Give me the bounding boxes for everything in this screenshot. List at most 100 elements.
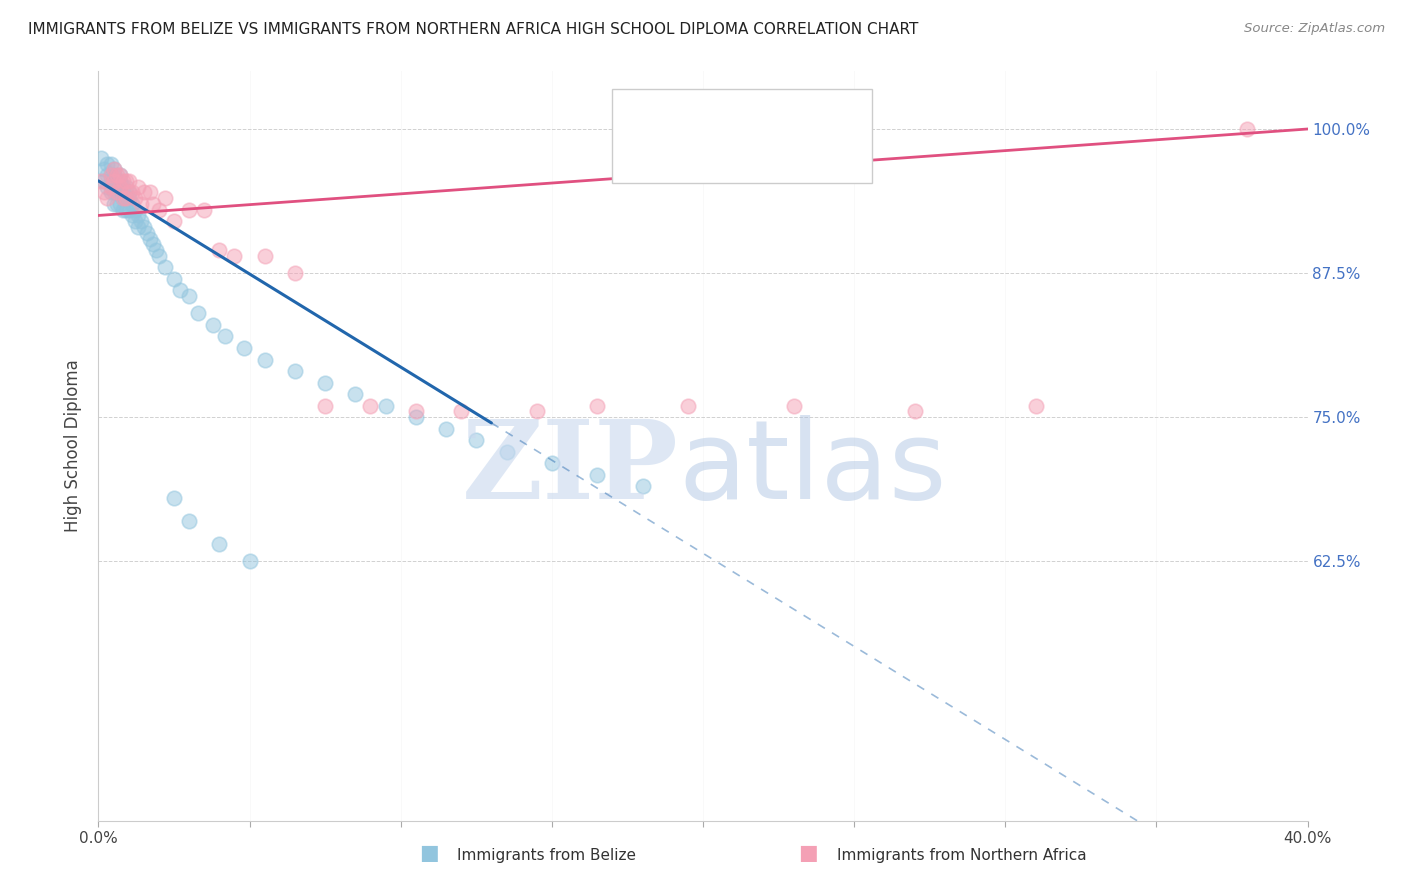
Point [96, 179, 118, 194]
Point [108, 179, 131, 194]
Point [100, 156, 122, 170]
Text: IMMIGRANTS FROM BELIZE VS IMMIGRANTS FROM NORTHERN AFRICA HIGH SCHOOL DIPLOMA CO: IMMIGRANTS FROM BELIZE VS IMMIGRANTS FRO… [28, 22, 918, 37]
Text: ZIP: ZIP [463, 415, 679, 522]
Point [142, 197, 165, 211]
Point [253, 352, 276, 367]
Point [586, 399, 609, 413]
Point [631, 479, 654, 493]
Point [105, 197, 128, 211]
Point [108, 168, 131, 182]
Point [114, 179, 136, 194]
Point [450, 404, 472, 418]
Point [105, 186, 128, 200]
Point [139, 231, 162, 245]
Point [904, 404, 927, 418]
Text: R =: R = [683, 107, 718, 125]
Point [121, 209, 143, 223]
Point [103, 186, 125, 200]
Point [153, 191, 176, 205]
Point [783, 399, 806, 413]
Text: 0.294: 0.294 [727, 146, 775, 164]
Point [202, 318, 225, 332]
Point [103, 197, 125, 211]
Point [179, 289, 201, 303]
Point [360, 399, 382, 413]
Point [148, 249, 170, 263]
Point [142, 237, 165, 252]
Point [540, 456, 562, 470]
Point [163, 491, 186, 505]
Point [239, 554, 262, 568]
Point [208, 537, 231, 551]
Point [465, 434, 488, 448]
Text: N =: N = [776, 146, 824, 164]
Point [132, 186, 155, 200]
Point [208, 243, 231, 257]
Point [129, 214, 152, 228]
Point [90, 151, 112, 165]
Point [132, 219, 155, 234]
Point [96, 191, 118, 205]
Point [114, 174, 136, 188]
Point [100, 174, 122, 188]
Point [1236, 122, 1258, 136]
Point [148, 202, 170, 217]
Point [118, 186, 141, 200]
Point [169, 284, 191, 298]
Point [145, 243, 167, 257]
Point [179, 202, 201, 217]
Point [111, 202, 134, 217]
Point [93, 162, 115, 177]
Point [121, 197, 143, 211]
Point [214, 329, 236, 343]
Point [90, 174, 112, 188]
Point [103, 162, 125, 177]
Point [100, 168, 122, 182]
Text: Source: ZipAtlas.com: Source: ZipAtlas.com [1244, 22, 1385, 36]
Point [224, 249, 246, 263]
Text: -0.250: -0.250 [727, 107, 780, 125]
Point [232, 341, 254, 355]
Point [405, 410, 427, 425]
Point [108, 186, 131, 200]
Point [103, 162, 125, 177]
Point [495, 444, 517, 458]
Point [108, 174, 131, 188]
Point [127, 179, 149, 194]
Point [434, 422, 457, 436]
Point [105, 186, 128, 200]
Point [108, 168, 131, 182]
Point [111, 191, 134, 205]
Point [105, 168, 128, 182]
Point [103, 168, 125, 182]
Point [103, 174, 125, 188]
Point [118, 191, 141, 205]
Point [135, 226, 157, 240]
Point [586, 467, 609, 482]
Point [118, 174, 141, 188]
Point [344, 387, 367, 401]
Bar [624, 100, 668, 132]
Point [111, 179, 134, 194]
Point [124, 202, 146, 217]
Point [124, 214, 146, 228]
Point [405, 404, 427, 418]
Point [1024, 399, 1046, 413]
Point [139, 186, 162, 200]
Text: R =: R = [683, 146, 724, 164]
Point [526, 404, 548, 418]
Point [118, 202, 141, 217]
Point [284, 364, 307, 378]
Text: N =: N = [776, 107, 824, 125]
Point [163, 272, 186, 286]
Point [127, 219, 149, 234]
Point [314, 376, 336, 390]
Text: ■: ■ [799, 844, 818, 863]
Point [374, 399, 396, 413]
Text: 68: 68 [821, 107, 841, 125]
Point [96, 168, 118, 182]
Point [108, 197, 131, 211]
Point [129, 197, 152, 211]
Text: 44: 44 [821, 146, 841, 164]
Point [676, 399, 699, 413]
